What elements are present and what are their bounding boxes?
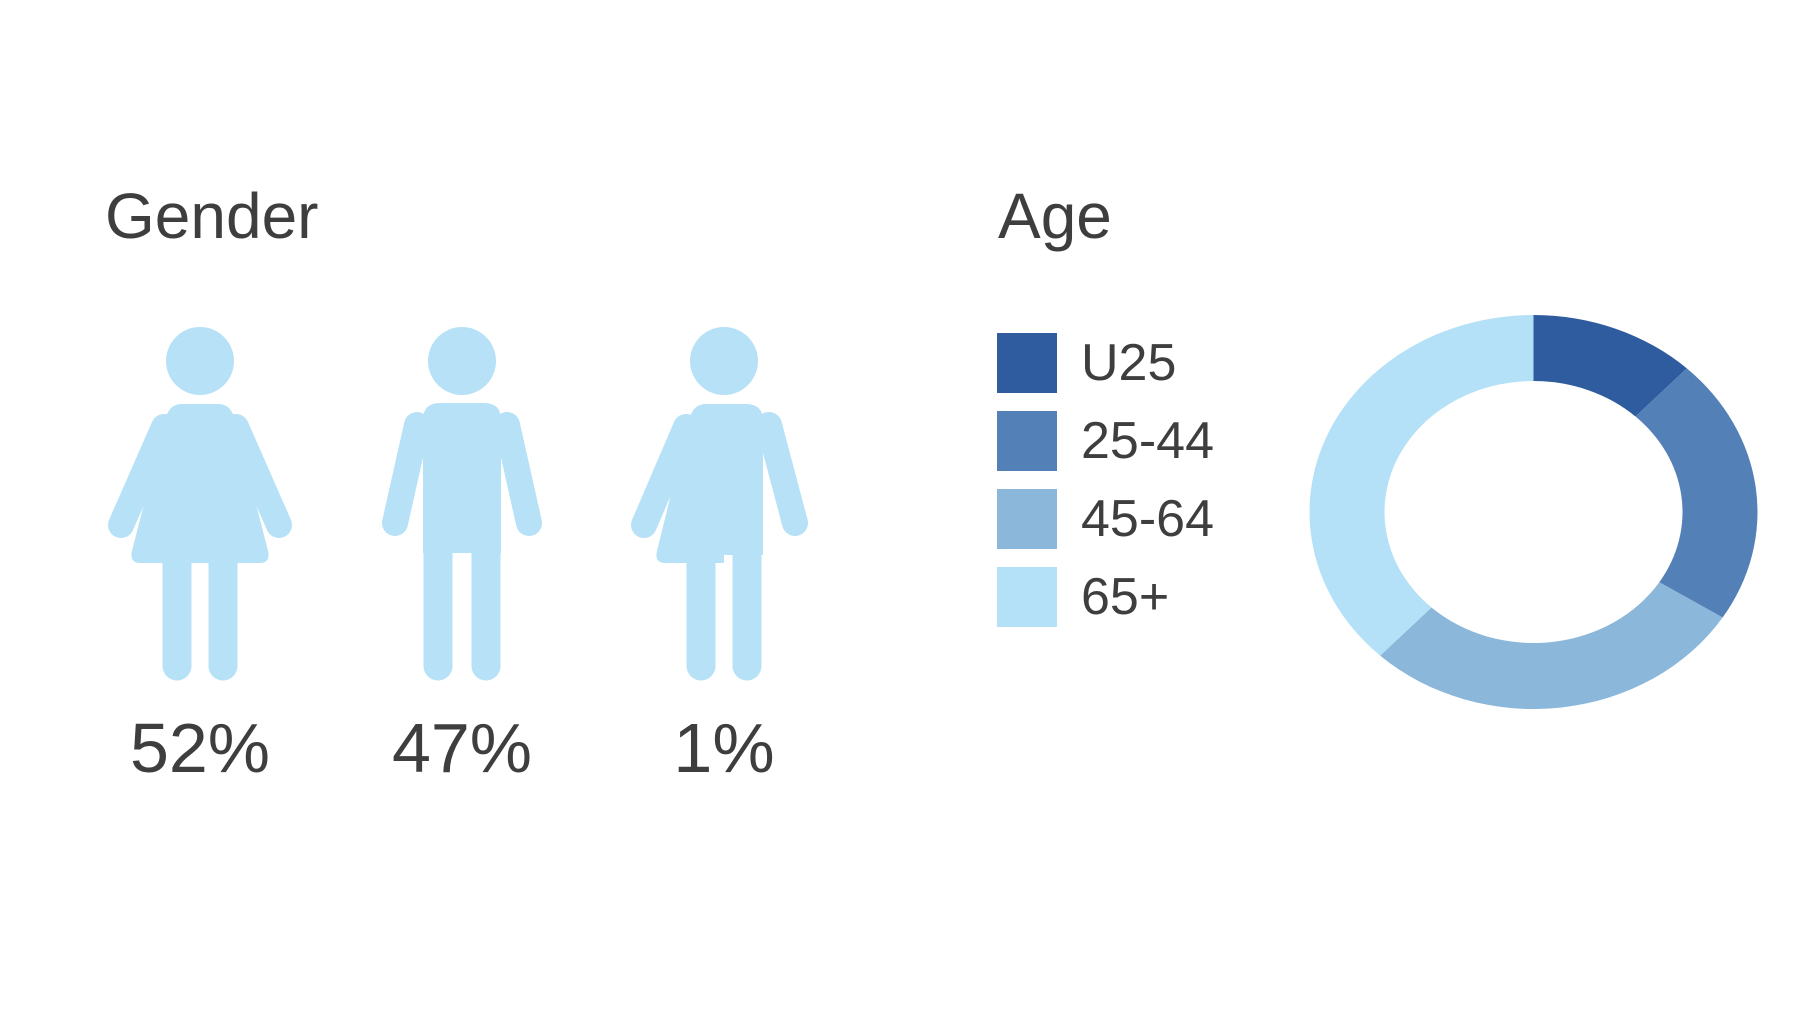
legend-item-45-64: 45-64: [997, 489, 1214, 549]
gender-item-male: 47%: [367, 325, 557, 783]
age-legend: U25 25-44 45-64 65+: [997, 333, 1214, 627]
gender-percent-female: 52%: [129, 709, 271, 787]
gender-percent-androgynous: 1%: [673, 709, 775, 787]
age-title: Age: [998, 180, 1112, 252]
gender-percent-male: 47%: [391, 709, 533, 787]
androgynous-icon: [631, 327, 808, 681]
legend-item-65plus: 65+: [997, 567, 1214, 627]
legend-label-65plus: 65+: [1081, 568, 1170, 626]
donut-segment-U25: [1533, 315, 1687, 417]
female-icon: [108, 327, 292, 681]
donut-segment-65+: [1309, 315, 1534, 656]
gender-pictogram: 52% 47% 1%: [105, 325, 819, 783]
legend-label-u25: U25: [1081, 334, 1177, 392]
gender-title: Gender: [105, 180, 319, 252]
gender-item-androgynous: 1%: [629, 325, 819, 783]
legend-label-25-44: 25-44: [1081, 412, 1214, 470]
legend-item-25-44: 25-44: [997, 411, 1214, 471]
legend-swatch-25-44: [997, 411, 1057, 471]
legend-item-u25: U25: [997, 333, 1214, 393]
male-icon: [382, 327, 542, 681]
legend-swatch-45-64: [997, 489, 1057, 549]
legend-label-45-64: 45-64: [1081, 490, 1214, 548]
legend-swatch-65plus: [997, 567, 1057, 627]
gender-item-female: 52%: [105, 325, 295, 783]
age-donut-chart: [1309, 315, 1758, 709]
donut-segment-25-44: [1635, 368, 1758, 618]
legend-swatch-u25: [997, 333, 1057, 393]
donut-segment-45-64: [1380, 582, 1723, 709]
